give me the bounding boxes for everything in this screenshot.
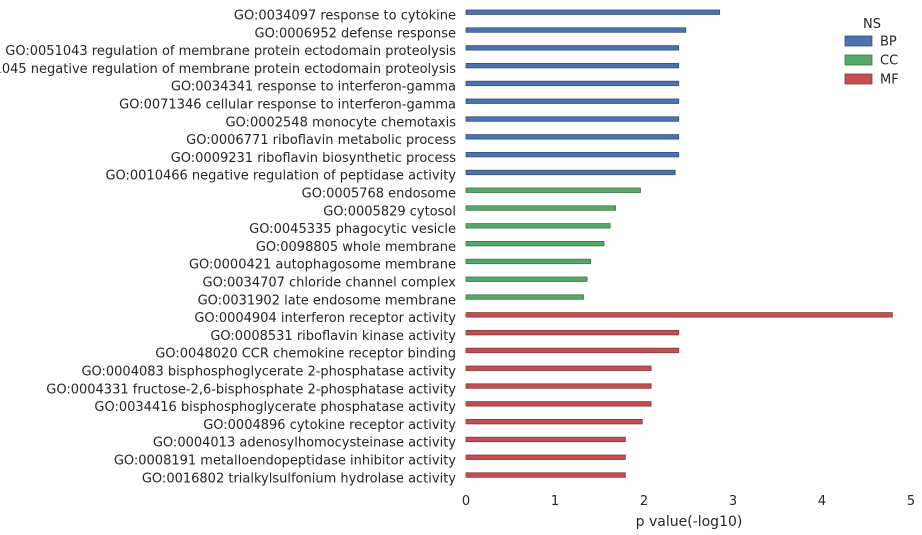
- category-label: GO:0006952 defense response: [255, 26, 457, 41]
- category-label: GO:0010466 negative regulation of peptid…: [105, 169, 456, 184]
- category-label: GO:0008191 metalloendopeptidase inhibito…: [114, 454, 456, 469]
- bar-mf: [465, 472, 626, 478]
- bar-mf: [465, 365, 652, 371]
- bar-mf: [465, 383, 652, 389]
- bar-bp: [465, 63, 680, 69]
- bar-bp: [465, 169, 676, 176]
- bar-mf: [465, 401, 652, 407]
- legend-label-cc: CC: [880, 54, 898, 69]
- x-tick-label: 0: [462, 494, 470, 509]
- legend-label-bp: BP: [880, 35, 897, 50]
- bar-cc: [465, 187, 641, 193]
- bar-bp: [465, 45, 680, 51]
- bar-bp: [465, 27, 687, 33]
- category-label: GO:0016802 trialkylsulfonium hydrolase a…: [142, 471, 456, 486]
- category-label: GO:0009231 riboflavin biosynthetic proce…: [171, 151, 457, 166]
- category-label: GO:0034341 response to interferon-gamma: [171, 80, 456, 95]
- bar-bp: [465, 151, 680, 158]
- bar-bp: [465, 116, 680, 122]
- bar-cc: [465, 223, 611, 229]
- category-label: GO:0051045 negative regulation of membra…: [0, 62, 456, 77]
- category-label: GO:0098805 whole membrane: [256, 240, 456, 255]
- bar-bp: [465, 98, 680, 104]
- bar-mf: [465, 347, 680, 354]
- category-label: GO:0048020 CCR chemokine receptor bindin…: [155, 347, 456, 362]
- category-label: GO:0004896 cytokine receptor activity: [203, 418, 456, 433]
- legend: NS BP CC MF: [844, 17, 899, 88]
- x-axis-ticks: 0 1 2 3 4 5: [462, 494, 915, 509]
- category-label: GO:0005768 endosome: [302, 187, 456, 202]
- x-tick-label: 1: [551, 494, 559, 509]
- bar-cc: [465, 240, 605, 247]
- category-label: GO:0008531 riboflavin kinase activity: [210, 329, 456, 344]
- legend-title: NS: [863, 17, 881, 32]
- bar-mf: [465, 312, 893, 318]
- category-label: GO:0000421 autophagosome membrane: [189, 258, 456, 273]
- bar-layer: [465, 9, 893, 478]
- bar-bp: [465, 134, 680, 140]
- x-tick-label: 5: [907, 494, 915, 509]
- bar-mf: [465, 329, 680, 336]
- bar-cc: [465, 294, 584, 300]
- category-label: GO:0004013 adenosylhomocysteinase activi…: [153, 436, 456, 451]
- category-label: GO:0034707 chloride channel complex: [203, 276, 457, 291]
- bar-cc: [465, 258, 591, 265]
- category-label: GO:0034416 bisphosphoglycerate phosphata…: [94, 400, 456, 415]
- legend-entries: BP CC MF: [844, 35, 899, 88]
- category-label: GO:0006771 riboflavin metabolic process: [186, 133, 456, 148]
- bar-mf: [465, 454, 626, 460]
- x-tick-label: 4: [818, 494, 826, 509]
- category-label: GO:0005829 cytosol: [323, 204, 456, 219]
- category-label: GO:0004331 fructose-2,6-bisphosphate 2-p…: [46, 382, 456, 397]
- category-label: GO:0071346 cellular response to interfer…: [119, 98, 456, 113]
- legend-swatch-cc: [844, 54, 873, 66]
- x-axis-title: p value(-log10): [636, 514, 743, 530]
- bar-mf: [465, 436, 626, 443]
- bar-bp: [465, 9, 721, 15]
- bar-bp: [465, 80, 680, 87]
- category-label: GO:0002548 monocyte chemotaxis: [225, 115, 456, 130]
- bar-mf: [465, 418, 643, 425]
- x-tick-label: 3: [729, 494, 737, 509]
- category-label: GO:0004083 bisphosphoglycerate 2-phospha…: [81, 365, 456, 380]
- x-tick-label: 2: [640, 494, 648, 509]
- legend-swatch-bp: [844, 35, 873, 47]
- category-label: GO:0031902 late endosome membrane: [198, 293, 456, 308]
- category-label: GO:0051043 regulation of membrane protei…: [5, 44, 456, 59]
- category-label: GO:0034097 response to cytokine: [234, 9, 456, 24]
- bar-cc: [465, 205, 616, 211]
- category-label-layer: GO:0034097 response to cytokine GO:000695…: [0, 9, 456, 487]
- category-label: GO:0004904 interferon receptor activity: [194, 311, 456, 326]
- category-label: GO:0045335 phagocytic vesicle: [249, 222, 456, 237]
- bar-cc: [465, 276, 588, 282]
- legend-swatch-mf: [844, 73, 873, 85]
- legend-label-mf: MF: [880, 73, 899, 88]
